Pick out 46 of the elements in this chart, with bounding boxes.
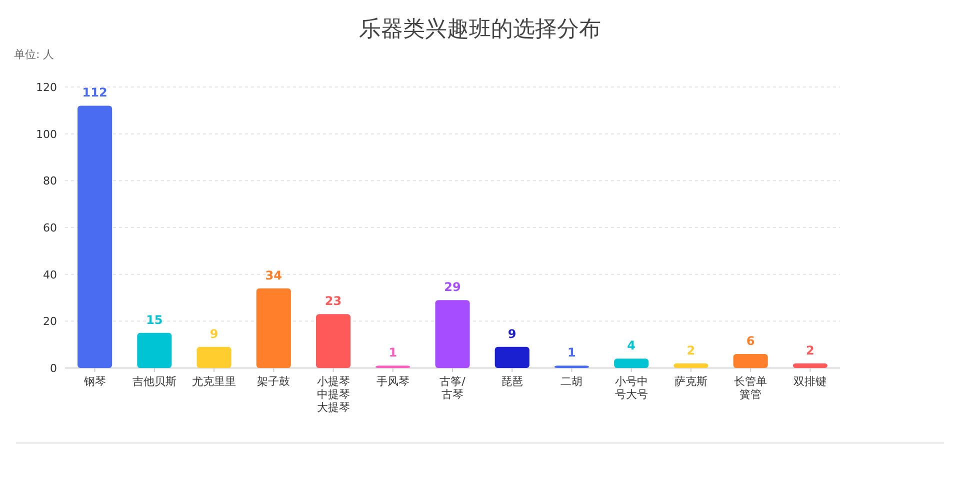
bar bbox=[733, 354, 768, 368]
y-tick-label: 100 bbox=[36, 128, 57, 141]
bar bbox=[494, 346, 530, 368]
x-tick-label: 钢琴 bbox=[82, 375, 106, 388]
chart-title: 乐器类兴趣班的选择分布 bbox=[359, 17, 601, 42]
bar bbox=[674, 363, 708, 368]
x-tick-label: 长管单簧管 bbox=[734, 375, 768, 401]
y-tick-label: 80 bbox=[43, 174, 57, 188]
data-label: 1 bbox=[388, 346, 398, 360]
data-label: 9 bbox=[210, 326, 218, 341]
x-tick-label: 尤克里里 bbox=[192, 375, 236, 388]
x-tick-label: 小提琴中提琴大提琴 bbox=[316, 375, 350, 414]
x-tick-label: 架子鼓 bbox=[257, 375, 290, 388]
y-tick-label: 120 bbox=[36, 81, 57, 94]
data-label: 9 bbox=[508, 326, 516, 341]
y-axis-title: 单位: 人 bbox=[14, 48, 54, 61]
bar bbox=[316, 314, 351, 368]
bar bbox=[792, 363, 828, 368]
y-tick-label: 60 bbox=[43, 222, 57, 234]
data-label: 2 bbox=[686, 343, 696, 358]
x-tick-label: 萨克斯 bbox=[674, 375, 708, 388]
y-tick-label: 0 bbox=[50, 362, 57, 375]
bar bbox=[435, 300, 470, 368]
data-label: 29 bbox=[444, 280, 461, 294]
bar bbox=[256, 288, 291, 368]
data-label: 23 bbox=[324, 294, 342, 308]
x-tick-label: 小号中号大号 bbox=[614, 375, 648, 401]
data-label: 6 bbox=[746, 334, 755, 348]
bar bbox=[137, 332, 172, 368]
x-tick-label: 吉他贝斯 bbox=[132, 375, 176, 388]
bar bbox=[78, 106, 112, 368]
x-tick-label: 二胡 bbox=[560, 375, 583, 388]
y-tick-label: 20 bbox=[43, 315, 57, 328]
bar bbox=[196, 346, 232, 368]
data-label: 15 bbox=[146, 312, 163, 327]
data-label: 4 bbox=[627, 338, 636, 353]
data-label: 34 bbox=[265, 268, 282, 282]
x-tick-label: 手风琴 bbox=[376, 375, 410, 388]
data-label: 2 bbox=[806, 343, 814, 358]
x-tick-label: 双排键 bbox=[794, 375, 827, 388]
x-tick-label: 古筝/古琴 bbox=[440, 375, 466, 401]
data-label: 1 bbox=[568, 346, 576, 360]
y-tick-label: 40 bbox=[43, 268, 57, 282]
x-tick-label: 琵琶 bbox=[501, 375, 524, 388]
data-label: 112 bbox=[82, 86, 108, 100]
bar bbox=[614, 358, 649, 368]
